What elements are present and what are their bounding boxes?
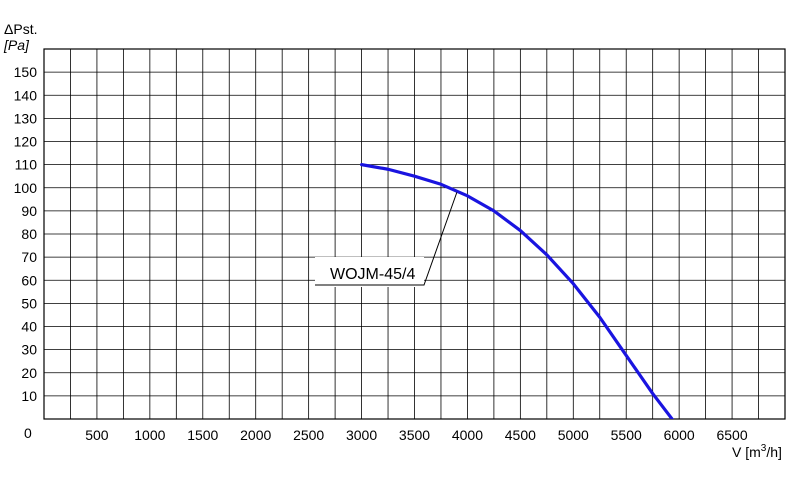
x-axis-title-superscript: 3 — [761, 443, 767, 454]
tick-labels: 500 1000 1500 2000 2500 3000 3500 4000 4500 5000 5… — [14, 64, 748, 443]
x-tick-label: 500 — [85, 427, 109, 443]
plot-border — [43, 48, 786, 420]
annotation-background — [315, 257, 424, 287]
x-axis-title: V [m3/h] — [732, 443, 782, 460]
y-tick-label: 40 — [21, 319, 37, 335]
y-tick-label: 90 — [21, 203, 37, 219]
x-tick-label: 2000 — [240, 427, 271, 443]
y-tick-label: 130 — [14, 110, 38, 126]
chart-series — [359, 163, 675, 419]
series-label: WOJM-45/4 — [330, 266, 415, 283]
y-axis-title-line2: [Pa] — [3, 37, 30, 53]
y-tick-label: 30 — [21, 342, 37, 358]
x-tick-label: 5000 — [558, 427, 589, 443]
y-tick-label: 100 — [14, 180, 38, 196]
x-tick-label: 4500 — [505, 427, 536, 443]
y-tick-label: 20 — [21, 365, 37, 381]
x-tick-label: 1000 — [134, 427, 165, 443]
y-tick-label: 60 — [21, 272, 37, 288]
y-tick-label: 150 — [14, 64, 38, 80]
y-tick-label: 140 — [14, 87, 38, 103]
plot-frame — [43, 48, 786, 420]
y-tick-label: 70 — [21, 249, 37, 265]
x-tick-label: 2500 — [293, 427, 324, 443]
y-tick-label: 110 — [15, 157, 38, 173]
x-tick-label: 6500 — [716, 427, 747, 443]
origin-label: 0 — [24, 425, 32, 441]
x-axis-title-prefix: V [m — [732, 444, 761, 460]
x-tick-label: 4000 — [452, 427, 483, 443]
y-tick-label: 80 — [21, 226, 37, 242]
y-tick-label: 10 — [21, 388, 37, 404]
y-tick-label: 120 — [14, 134, 38, 150]
x-tick-label: 5500 — [611, 427, 642, 443]
annotation-leader-line — [315, 192, 458, 286]
series-line — [359, 163, 675, 419]
y-tick-label: 50 — [21, 295, 37, 311]
x-tick-label: 3500 — [399, 427, 430, 443]
x-tick-label: 6000 — [664, 427, 695, 443]
x-tick-label: 1500 — [187, 427, 218, 443]
x-tick-label: 3000 — [346, 427, 377, 443]
chart-grid — [44, 49, 785, 419]
y-axis-title-line1: ΔPst. — [4, 21, 37, 37]
series-annotation: WOJM-45/4 — [315, 192, 458, 287]
x-axis-title-suffix: /h] — [766, 444, 782, 460]
